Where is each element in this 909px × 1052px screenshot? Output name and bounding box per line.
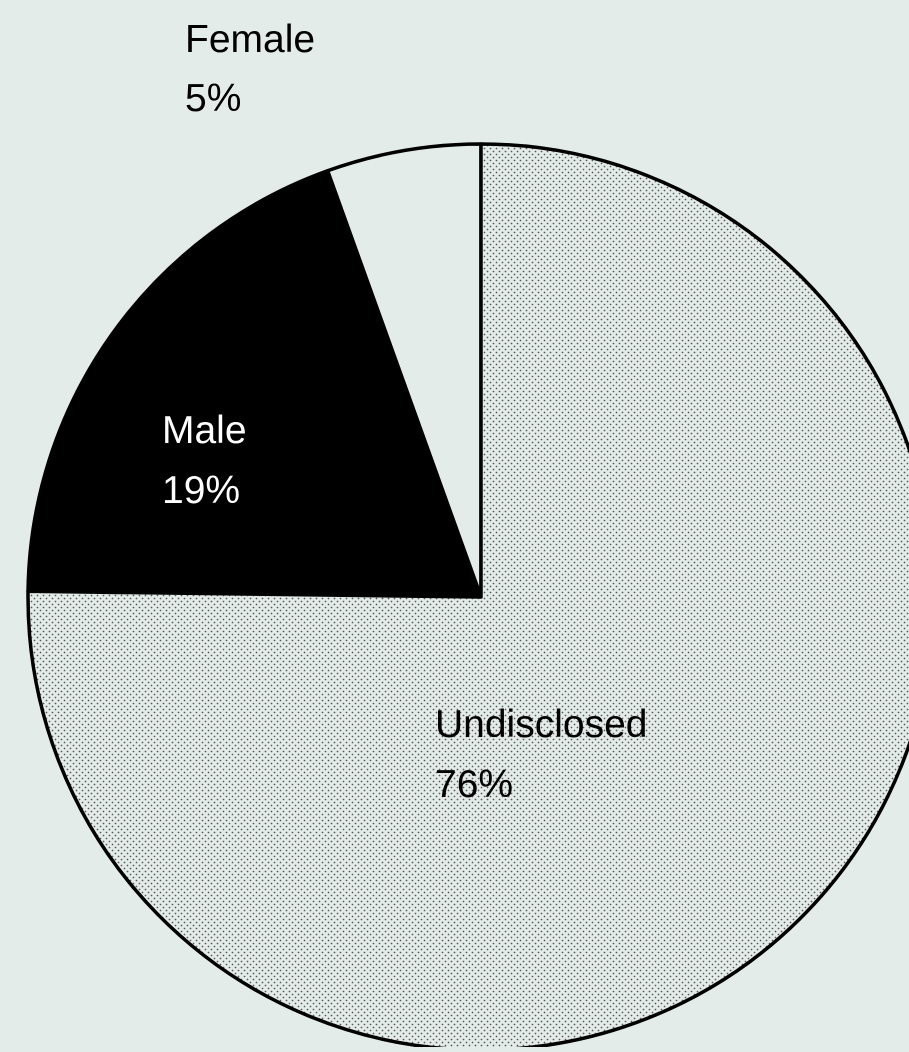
slice-value-female: 5% <box>185 77 241 120</box>
slice-label-female: Female <box>185 18 315 61</box>
slice-label-male: Male <box>162 409 247 452</box>
pie-slice-undisclosed <box>26 142 909 1052</box>
slice-value-male: 19% <box>162 469 240 512</box>
slice-value-undisclosed: 76% <box>435 763 513 806</box>
pie-slice-female <box>325 142 483 599</box>
slice-label-undisclosed: Undisclosed <box>435 703 647 746</box>
pie-slice-male <box>26 169 483 599</box>
